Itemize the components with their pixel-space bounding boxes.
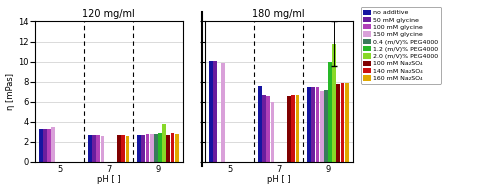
Bar: [142, 135, 145, 162]
Title: 180 mg/ml: 180 mg/ml: [252, 9, 305, 19]
Bar: [137, 135, 141, 162]
Legend: no additive, 50 mM glycine, 100 mM glycine, 150 mM glycine, 0.4 (m/V)% PEG4000, : no additive, 50 mM glycine, 100 mM glyci…: [360, 7, 441, 84]
X-axis label: pH [ ]: pH [ ]: [97, 175, 120, 184]
Bar: [292, 95, 296, 162]
Bar: [296, 95, 300, 162]
Bar: [146, 134, 150, 162]
Bar: [262, 95, 266, 162]
Bar: [92, 135, 96, 162]
Bar: [307, 87, 311, 162]
Bar: [209, 61, 212, 162]
Bar: [88, 135, 92, 162]
Bar: [332, 43, 336, 162]
Bar: [213, 61, 217, 162]
Bar: [100, 136, 104, 162]
Bar: [43, 129, 47, 162]
Bar: [126, 136, 130, 162]
Bar: [340, 83, 344, 162]
Bar: [336, 84, 340, 162]
Bar: [328, 62, 332, 162]
Bar: [118, 135, 121, 162]
Bar: [266, 96, 270, 162]
Y-axis label: η [mPas]: η [mPas]: [6, 73, 16, 110]
Bar: [162, 124, 166, 162]
X-axis label: pH [ ]: pH [ ]: [267, 175, 290, 184]
Bar: [166, 135, 170, 162]
Bar: [52, 127, 55, 162]
Bar: [175, 134, 178, 162]
Bar: [154, 134, 158, 162]
Bar: [324, 90, 328, 162]
Bar: [345, 83, 348, 162]
Bar: [170, 133, 174, 162]
Bar: [320, 91, 324, 162]
Bar: [288, 96, 291, 162]
Title: 120 mg/ml: 120 mg/ml: [82, 9, 135, 19]
Bar: [312, 87, 315, 162]
Bar: [270, 102, 274, 162]
Bar: [47, 129, 51, 162]
Bar: [258, 86, 262, 162]
Bar: [150, 134, 154, 162]
Bar: [222, 63, 225, 162]
Bar: [316, 87, 320, 162]
Bar: [122, 135, 126, 162]
Bar: [39, 129, 42, 162]
Bar: [96, 135, 100, 162]
Bar: [158, 133, 162, 162]
